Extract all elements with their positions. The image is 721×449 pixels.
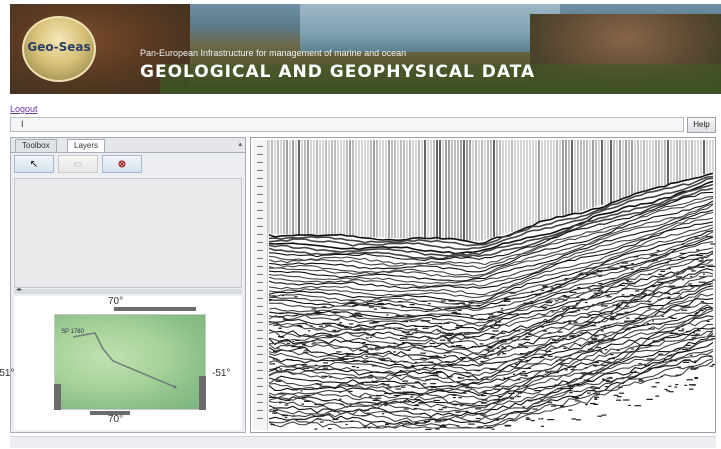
layers-list [14,178,242,288]
scale-tick [257,210,263,211]
lat-top-label: 70° [108,296,124,307]
status-bar [10,436,716,448]
help-button[interactable]: Help [687,117,716,133]
scale-tick [257,170,263,171]
scale-tick [257,202,263,203]
map-frame-top [114,307,196,311]
panel-tabs: Toolbox Layers ▴ [11,138,245,153]
scale-tick [257,186,263,187]
scale-tick [257,394,263,395]
tool-row: ↖ ▭ ⊗ [14,155,242,175]
pointer-tool-button[interactable]: ↖ [14,155,54,173]
scale-tick [257,178,263,179]
seismic-image [268,140,715,430]
scale-tick [257,154,263,155]
scale-tick [257,354,263,355]
scale-tick [257,418,263,419]
track-line [72,332,177,389]
map-frame-right [199,376,206,410]
tab-layers[interactable]: Layers [67,139,106,152]
scale-tick [257,322,263,323]
blank-tool-button[interactable]: ▭ [58,155,98,173]
reset-tool-button[interactable]: ⊗ [102,155,142,173]
scale-tick [257,218,263,219]
header-title: GEOLOGICAL AND GEOPHYSICAL DATA [140,62,536,82]
scale-tick [257,338,263,339]
scale-tick [257,250,263,251]
lon-right-label: -51° [212,368,231,379]
scale-tick [257,402,263,403]
logout-link[interactable]: Logout [10,104,38,114]
header-subtitle: Pan-European Infrastructure for manageme… [140,48,407,58]
scale-tick [257,258,263,259]
url-bar[interactable]: I [10,117,684,132]
scale-tick [257,226,263,227]
overview-map[interactable]: SP 1760 [54,314,206,410]
scale-tick [257,410,263,411]
reset-icon: ⊗ [117,159,127,170]
header-banner: Geo-Seas Pan-European Infrastructure for… [10,4,721,94]
left-panel: Toolbox Layers ▴ ↖ ▭ ⊗ ◂▸ 70° -51° -51° … [0,137,246,433]
panel-collapse-icon[interactable]: ▴ [238,141,242,148]
seismic-vertical-scale[interactable] [253,140,268,430]
scale-tick [257,162,263,163]
scale-tick [257,378,263,379]
banner-grass [160,64,721,94]
map-frame-bottom [90,411,130,415]
logo-text: Geo-Seas [27,40,91,54]
scale-tick [257,194,263,195]
scale-tick [257,234,263,235]
lat-bottom-label: 70° [108,414,124,425]
scale-tick [257,242,263,243]
tab-toolbox[interactable]: Toolbox [15,139,57,152]
scale-tick [257,386,263,387]
track-start-label: SP 1760 [61,329,84,335]
panel-splitter[interactable]: ◂▸ [14,287,242,294]
splitter-arrows-icon: ◂▸ [16,287,23,293]
scale-tick [257,306,263,307]
blank-tool-icon: ▭ [73,159,83,170]
scale-tick [257,314,263,315]
scale-tick [257,290,263,291]
lon-left-label: -51° [0,368,15,379]
scale-tick [257,146,263,147]
seismic-section-viewer[interactable] [250,137,716,433]
scale-tick [257,346,263,347]
scale-tick [257,362,263,363]
scale-tick [257,370,263,371]
pointer-icon: ↖ [29,159,39,170]
scale-tick [257,274,263,275]
text-cursor-icon: I [21,119,24,129]
scale-tick [257,330,263,331]
geoseas-logo: Geo-Seas [22,16,96,82]
scale-tick [257,282,263,283]
scale-tick [257,298,263,299]
banner-sea [300,4,560,52]
overview-map-area: 70° -51° -51° 70° SP 1760 [0,296,242,430]
map-frame-left [54,384,61,410]
scale-tick [257,266,263,267]
